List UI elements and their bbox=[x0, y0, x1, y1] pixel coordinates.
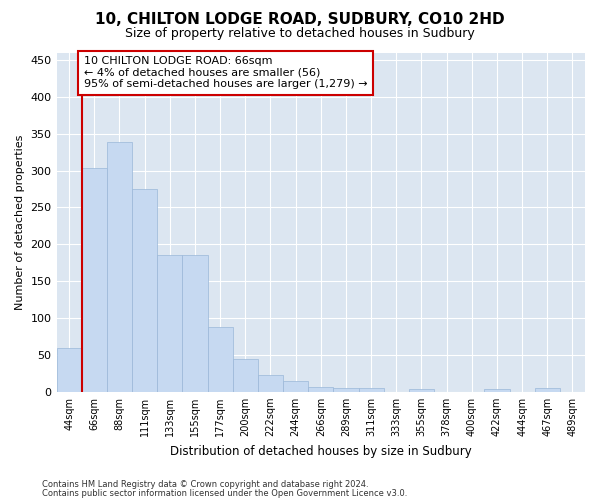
Bar bbox=[208, 327, 233, 392]
Bar bbox=[334, 388, 359, 392]
Bar bbox=[157, 256, 182, 392]
Bar bbox=[409, 389, 434, 392]
Bar bbox=[82, 168, 107, 392]
Text: Contains public sector information licensed under the Open Government Licence v3: Contains public sector information licen… bbox=[42, 488, 407, 498]
Y-axis label: Number of detached properties: Number of detached properties bbox=[15, 134, 25, 310]
Text: 10 CHILTON LODGE ROAD: 66sqm
← 4% of detached houses are smaller (56)
95% of sem: 10 CHILTON LODGE ROAD: 66sqm ← 4% of det… bbox=[84, 56, 367, 90]
X-axis label: Distribution of detached houses by size in Sudbury: Distribution of detached houses by size … bbox=[170, 444, 472, 458]
Bar bbox=[258, 375, 283, 392]
Bar bbox=[283, 382, 308, 392]
Bar bbox=[308, 386, 334, 392]
Bar bbox=[107, 142, 132, 392]
Text: Contains HM Land Registry data © Crown copyright and database right 2024.: Contains HM Land Registry data © Crown c… bbox=[42, 480, 368, 489]
Text: Size of property relative to detached houses in Sudbury: Size of property relative to detached ho… bbox=[125, 28, 475, 40]
Bar bbox=[132, 189, 157, 392]
Bar bbox=[233, 358, 258, 392]
Text: 10, CHILTON LODGE ROAD, SUDBURY, CO10 2HD: 10, CHILTON LODGE ROAD, SUDBURY, CO10 2H… bbox=[95, 12, 505, 28]
Bar bbox=[182, 256, 208, 392]
Bar bbox=[535, 388, 560, 392]
Bar bbox=[359, 388, 383, 392]
Bar bbox=[484, 389, 509, 392]
Bar bbox=[56, 348, 82, 392]
